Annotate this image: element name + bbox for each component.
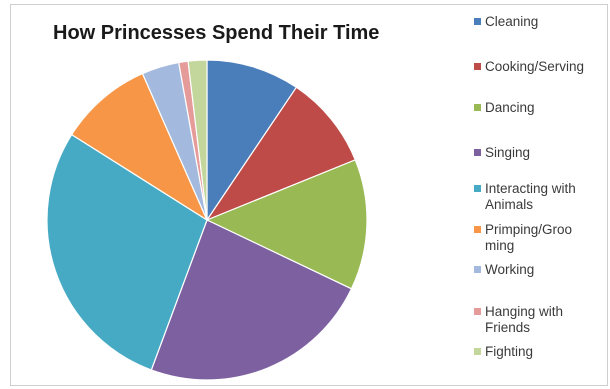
legend-swatch	[474, 104, 481, 111]
legend-item: Singing	[474, 145, 608, 161]
legend-swatch	[474, 308, 481, 315]
legend-swatch	[474, 348, 481, 355]
pie-slice-dancing	[205, 159, 368, 290]
legend-item: Working	[474, 262, 608, 278]
legend-label: Dancing	[485, 100, 535, 115]
legend-label: ming	[485, 238, 515, 253]
legend-label: Hanging with	[485, 304, 564, 319]
legend-label: Cooking/Serving	[485, 59, 585, 74]
pie-slice-interacting-with-animals	[46, 133, 208, 371]
legend-item: Hanging with Friends	[474, 304, 608, 336]
legend-label: Animals	[485, 197, 534, 212]
legend-item: Interacting with Animals	[474, 181, 608, 213]
legend-item: Primping/Groo ming	[474, 222, 608, 254]
legend-swatch	[474, 18, 481, 25]
legend-item: Dancing	[474, 100, 608, 116]
legend-swatch	[474, 226, 481, 233]
legend-label: Friends	[485, 320, 531, 335]
legend-swatch	[474, 185, 481, 192]
legend-swatch	[474, 149, 481, 156]
pie-slice-cleaning	[206, 59, 298, 222]
pie-slice-singing	[150, 219, 353, 381]
legend-swatch	[474, 266, 481, 273]
legend-label: Working	[485, 262, 535, 277]
legend-label: Cleaning	[485, 14, 539, 29]
pie-slice-primping-grooming	[70, 72, 209, 222]
legend-swatch	[474, 63, 481, 70]
legend-label: Primping/Groo	[485, 222, 573, 237]
legend-label: Singing	[485, 145, 531, 160]
legend-item: Fighting	[474, 344, 608, 360]
legend-label: Interacting with	[485, 181, 576, 196]
legend-item: Cleaning	[474, 14, 608, 30]
pie-slice-cooking-serving	[205, 86, 357, 222]
chart-title: How Princesses Spend Their Time	[53, 22, 380, 44]
pie-slice-fighting	[187, 59, 208, 221]
legend-item: Cooking/Serving	[474, 59, 608, 75]
legend-label: Fighting	[485, 344, 534, 359]
